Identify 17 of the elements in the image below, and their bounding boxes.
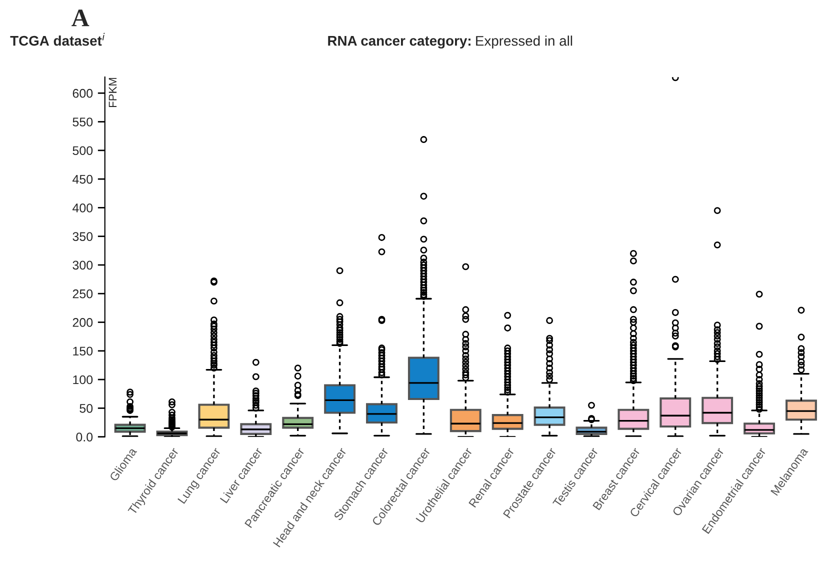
y-tick-label: 450 — [72, 174, 93, 184]
text: A — [72, 10, 90, 26]
y-tick-label: 350 — [72, 232, 93, 241]
chart-title: TCGA dataset$^{i}$ — [10, 32, 105, 46]
y-tick-label: 100 — [73, 375, 93, 384]
y-tick-label: 400 — [72, 203, 93, 212]
chart-subtitle: RNA cancer category: Expressed in all — [328, 36, 572, 49]
y-axis-title: FPKM — [108, 78, 117, 108]
y-tick-label: 200 — [72, 318, 93, 327]
y-tick-label: 50 — [80, 404, 93, 413]
y-tick-label: 250 — [72, 289, 93, 298]
y-tick-label: 0.0 — [76, 432, 93, 442]
y-tick-label: 600 — [72, 88, 93, 98]
y-tick-label: 300 — [72, 260, 93, 270]
y-tick-label: 550 — [72, 118, 93, 126]
y-tick-label: 500 — [72, 146, 93, 156]
y-tick-label: 150 — [73, 346, 93, 356]
